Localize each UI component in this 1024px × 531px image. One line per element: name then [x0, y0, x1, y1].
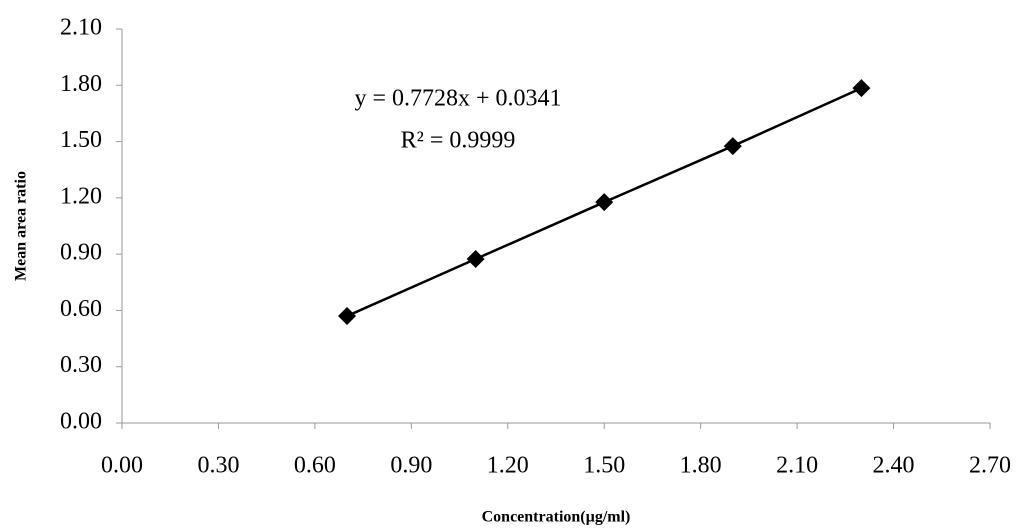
- y-tick-label: 0.30: [60, 352, 102, 378]
- y-tick-label: 0.90: [60, 240, 102, 266]
- data-point: [595, 193, 613, 211]
- y-tick-label: 0.00: [60, 409, 102, 435]
- y-tick-label: 1.50: [60, 127, 102, 153]
- y-tick-label: 2.10: [60, 15, 102, 41]
- x-tick-label: 1.20: [487, 453, 529, 479]
- x-tick-label: 0.30: [197, 453, 239, 479]
- data-point: [724, 137, 742, 155]
- equation: y = 0.7728x + 0.0341: [354, 86, 561, 112]
- page: Concentration(µg/ml) Mean area ratio y =…: [0, 0, 1024, 531]
- x-tick-label: 2.70: [969, 453, 1011, 479]
- data-point: [338, 307, 356, 325]
- x-axis-title: Concentration(µg/ml): [482, 509, 631, 526]
- chart: Concentration(µg/ml) Mean area ratio y =…: [0, 0, 1024, 531]
- x-tick-label: 2.40: [873, 453, 915, 479]
- x-tick-label: 1.50: [583, 453, 625, 479]
- y-tick-label: 0.60: [60, 296, 102, 322]
- x-tick-label: 2.10: [776, 453, 818, 479]
- x-tick-label: 0.60: [294, 453, 336, 479]
- y-axis-title: Mean area ratio: [13, 171, 30, 281]
- x-tick-label: 0.00: [101, 453, 143, 479]
- data-point: [852, 79, 870, 97]
- x-tick-label: 0.90: [390, 453, 432, 479]
- data-point: [467, 250, 485, 268]
- y-tick-label: 1.80: [60, 71, 102, 97]
- x-tick-label: 1.80: [680, 453, 722, 479]
- r-squared: R² = 0.9999: [401, 128, 516, 154]
- y-tick-label: 1.20: [60, 183, 102, 209]
